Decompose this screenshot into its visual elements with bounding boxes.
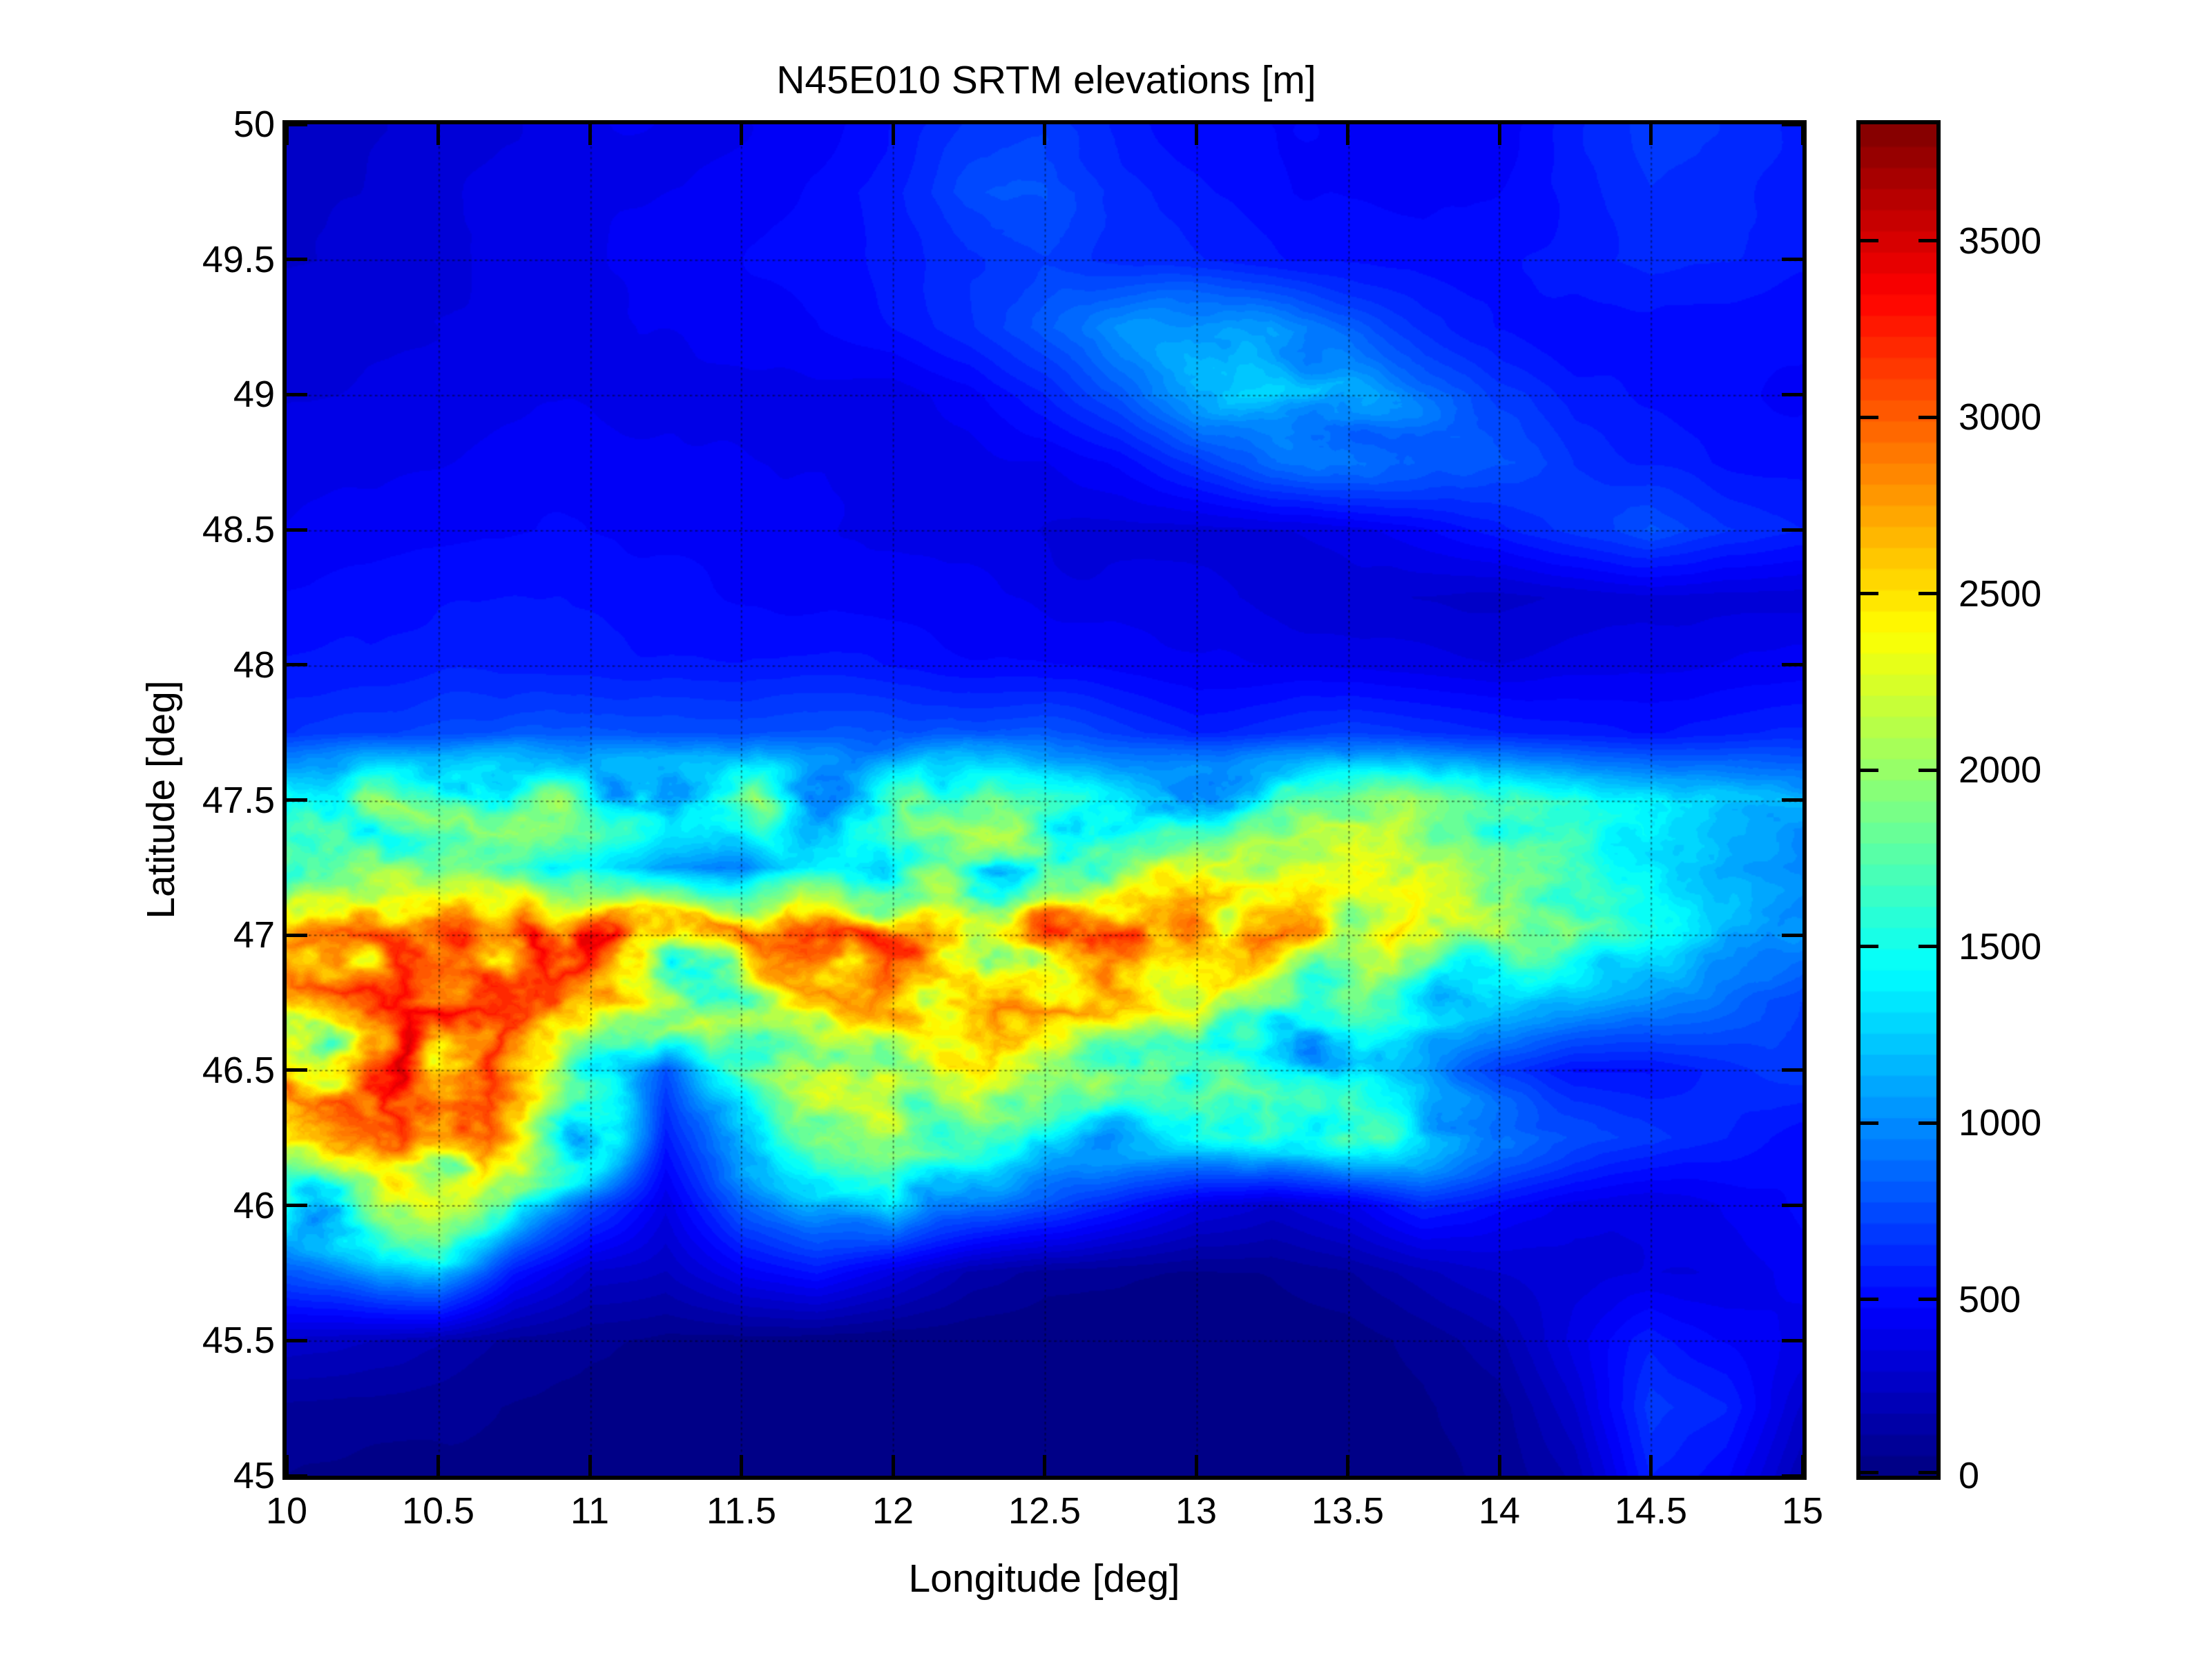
x-tick-mark-bottom — [1043, 1455, 1046, 1476]
y-tick-mark-left — [287, 1068, 307, 1072]
y-tick-mark-right — [1782, 933, 1802, 937]
x-tick-mark-bottom — [891, 1455, 895, 1476]
x-tick-mark-top — [1043, 124, 1046, 145]
colorbar-tick-mark-right — [1918, 592, 1936, 596]
colorbar-tick-mark-right — [1918, 945, 1936, 949]
x-tick-mark-top — [891, 124, 895, 145]
x-tick-label: 15 — [1781, 1490, 1824, 1532]
x-tick-mark-bottom — [1649, 1455, 1653, 1476]
y-tick-mark-right — [1782, 1474, 1802, 1478]
colorbar-tick-mark-right — [1918, 1470, 1936, 1474]
colorbar-tick-mark-left — [1860, 592, 1878, 596]
y-tick-mark-left — [287, 798, 307, 802]
y-tick-label: 45 — [233, 1455, 275, 1496]
x-tick-label: 13 — [1175, 1490, 1218, 1532]
y-tick-mark-right — [1782, 1338, 1802, 1342]
x-tick-mark-bottom — [1194, 1455, 1198, 1476]
y-tick-mark-right — [1782, 1204, 1802, 1208]
x-tick-label: 12.5 — [1008, 1490, 1081, 1532]
x-tick-mark-bottom — [436, 1455, 440, 1476]
y-tick-mark-left — [287, 933, 307, 937]
y-tick-label: 46 — [233, 1184, 275, 1226]
y-tick-label: 48.5 — [202, 509, 275, 551]
x-tick-mark-top — [1497, 124, 1501, 145]
colorbar-tick-mark-left — [1860, 945, 1878, 949]
colorbar-tick-label: 1500 — [1959, 925, 2042, 967]
x-tick-label: 14 — [1478, 1490, 1521, 1532]
x-tick-mark-top — [436, 124, 440, 145]
y-tick-label: 49 — [233, 374, 275, 416]
x-tick-mark-top — [1649, 124, 1653, 145]
colorbar-tick-mark-right — [1918, 239, 1936, 243]
x-tick-label: 10.5 — [401, 1490, 475, 1532]
y-tick-mark-left — [287, 1474, 307, 1478]
y-tick-mark-right — [1782, 663, 1802, 667]
x-tick-mark-bottom — [1346, 1455, 1349, 1476]
x-tick-mark-top — [1346, 124, 1349, 145]
plot-title: N45E010 SRTM elevations [m] — [776, 58, 1316, 102]
y-tick-mark-right — [1782, 122, 1802, 126]
x-tick-mark-top — [1800, 124, 1805, 145]
x-tick-label: 13.5 — [1311, 1490, 1385, 1532]
x-tick-mark-top — [1194, 124, 1198, 145]
colorbar-tick-mark-right — [1918, 415, 1936, 419]
colorbar-tick-mark-right — [1918, 1121, 1936, 1125]
x-tick-mark-bottom — [1800, 1455, 1805, 1476]
colorbar-tick-mark-left — [1860, 768, 1878, 772]
colorbar-tick-mark-right — [1918, 1298, 1936, 1302]
x-tick-mark-bottom — [740, 1455, 743, 1476]
colorbar-tick-label: 2500 — [1959, 572, 2042, 615]
y-tick-label: 50 — [233, 104, 275, 145]
y-tick-label: 47 — [233, 914, 275, 956]
colorbar-tick-label: 1000 — [1959, 1102, 2042, 1144]
y-tick-mark-left — [287, 258, 307, 262]
y-tick-label: 46.5 — [202, 1049, 275, 1091]
x-tick-label: 11 — [570, 1490, 610, 1532]
colorbar-tick-mark-left — [1860, 415, 1878, 419]
y-tick-mark-left — [287, 1338, 307, 1342]
y-tick-mark-right — [1782, 1068, 1802, 1072]
colorbar-tick-mark-right — [1918, 768, 1936, 772]
y-tick-label: 48 — [233, 644, 275, 686]
y-tick-label: 49.5 — [202, 238, 275, 280]
x-tick-mark-top — [285, 124, 289, 145]
y-tick-mark-left — [287, 122, 307, 126]
y-tick-mark-left — [287, 528, 307, 532]
y-tick-mark-left — [287, 663, 307, 667]
y-tick-mark-left — [287, 1204, 307, 1208]
colorbar-tick-mark-left — [1860, 1121, 1878, 1125]
x-tick-label: 12 — [872, 1490, 914, 1532]
x-tick-mark-top — [588, 124, 592, 145]
colorbar-tick-label: 0 — [1959, 1455, 1980, 1496]
x-tick-mark-top — [740, 124, 743, 145]
colorbar-tick-mark-left — [1860, 1470, 1878, 1474]
y-tick-mark-left — [287, 392, 307, 396]
x-tick-mark-bottom — [285, 1455, 289, 1476]
x-tick-label: 10 — [265, 1490, 308, 1532]
y-tick-mark-right — [1782, 258, 1802, 262]
y-tick-mark-right — [1782, 798, 1802, 802]
colorbar-canvas — [1860, 124, 1936, 1476]
colorbar-tick-label: 500 — [1959, 1278, 2021, 1320]
colorbar-tick-mark-left — [1860, 239, 1878, 243]
colorbar-tick-label: 3000 — [1959, 396, 2042, 438]
elevation-heatmap-canvas — [287, 124, 1802, 1476]
y-tick-label: 47.5 — [202, 779, 275, 821]
colorbar-tick-mark-left — [1860, 1298, 1878, 1302]
x-axis-label: Longitude [deg] — [908, 1556, 1180, 1601]
x-tick-label: 11.5 — [706, 1490, 777, 1532]
y-tick-label: 45.5 — [202, 1320, 275, 1362]
x-tick-mark-bottom — [588, 1455, 592, 1476]
x-tick-mark-bottom — [1497, 1455, 1501, 1476]
x-tick-label: 14.5 — [1614, 1490, 1688, 1532]
y-tick-mark-right — [1782, 528, 1802, 532]
colorbar-tick-label: 3500 — [1959, 220, 2042, 262]
colorbar-tick-label: 2000 — [1959, 749, 2042, 791]
y-tick-mark-right — [1782, 392, 1802, 396]
